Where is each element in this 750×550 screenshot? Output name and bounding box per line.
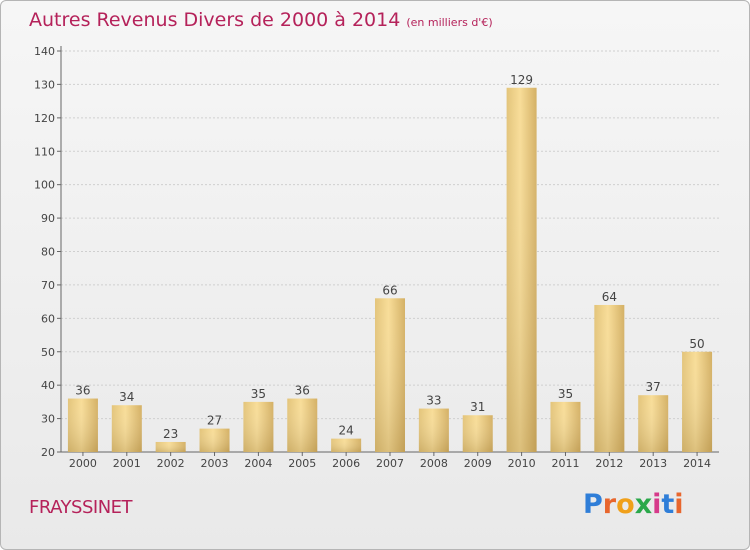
- bar-shade: [375, 298, 405, 452]
- bar-shade: [506, 87, 537, 452]
- bar-shade: [67, 398, 98, 452]
- y-tick-label: 30: [41, 413, 55, 426]
- bar-shade: [418, 408, 449, 452]
- logo-letter: P: [583, 489, 603, 520]
- bar-shade: [111, 405, 142, 452]
- data-label: 23: [163, 427, 178, 441]
- commune-name: FRAYSSINET: [29, 497, 133, 518]
- x-tick-label: 2002: [157, 457, 185, 470]
- bar-shade: [638, 395, 669, 452]
- chart-title: Autres Revenus Divers de 2000 à 2014 (en …: [29, 9, 493, 31]
- logo-letter: o: [616, 489, 635, 520]
- logo-letter: i: [652, 489, 662, 520]
- chart-subtitle: (en milliers d'€): [406, 16, 493, 29]
- x-tick-label: 2014: [683, 457, 711, 470]
- x-tick-label: 2000: [69, 457, 97, 470]
- data-label: 37: [646, 380, 661, 394]
- x-tick-label: 2011: [551, 457, 579, 470]
- bar-shade: [462, 415, 493, 452]
- x-tick-label: 2004: [244, 457, 272, 470]
- x-tick-label: 2003: [201, 457, 229, 470]
- data-label: 36: [75, 384, 90, 398]
- x-tick-label: 2008: [420, 457, 448, 470]
- bar-shade: [155, 441, 186, 452]
- data-label: 34: [119, 390, 134, 404]
- x-tick-label: 2007: [376, 457, 404, 470]
- logo-letter: t: [661, 489, 675, 520]
- y-tick-label: 110: [34, 145, 55, 158]
- y-tick-label: 90: [41, 212, 55, 225]
- proxiti-logo: Proxiti: [583, 489, 684, 520]
- y-tick-label: 140: [34, 45, 55, 58]
- data-label: 66: [382, 283, 397, 297]
- data-label: 50: [689, 337, 704, 351]
- x-tick-label: 2013: [639, 457, 667, 470]
- title-text: Autres Revenus Divers de 2000 à 2014: [29, 9, 401, 31]
- data-label: 129: [510, 73, 533, 87]
- logo-letter: i: [674, 489, 684, 520]
- logo-letter: x: [634, 489, 653, 520]
- data-label: 24: [338, 424, 353, 438]
- x-tick-label: 2010: [508, 457, 536, 470]
- y-tick-label: 40: [41, 379, 55, 392]
- bar-shade: [331, 438, 362, 452]
- y-tick-label: 100: [34, 179, 55, 192]
- y-tick-label: 60: [41, 312, 55, 325]
- data-label: 31: [470, 400, 485, 414]
- y-tick-label: 80: [41, 246, 55, 259]
- y-tick-label: 120: [34, 112, 55, 125]
- y-tick-label: 130: [34, 78, 55, 91]
- x-tick-label: 2005: [288, 457, 316, 470]
- bar-shade: [287, 398, 318, 452]
- y-tick-label: 50: [41, 346, 55, 359]
- data-label: 33: [426, 394, 441, 408]
- data-label: 35: [558, 387, 573, 401]
- bar-shade: [243, 401, 274, 452]
- x-tick-label: 2009: [464, 457, 492, 470]
- data-label: 64: [602, 290, 617, 304]
- x-tick-label: 2012: [595, 457, 623, 470]
- bar-shade: [199, 428, 230, 452]
- y-tick-label: 20: [41, 446, 55, 459]
- x-tick-label: 2006: [332, 457, 360, 470]
- data-label: 35: [251, 387, 266, 401]
- y-tick-label: 70: [41, 279, 55, 292]
- data-label: 27: [207, 414, 222, 428]
- bar-shade: [682, 351, 713, 452]
- bar-shade: [594, 304, 625, 452]
- data-label: 36: [295, 384, 310, 398]
- logo-letter: r: [602, 489, 617, 520]
- bar-shade: [550, 401, 581, 452]
- x-tick-label: 2001: [113, 457, 141, 470]
